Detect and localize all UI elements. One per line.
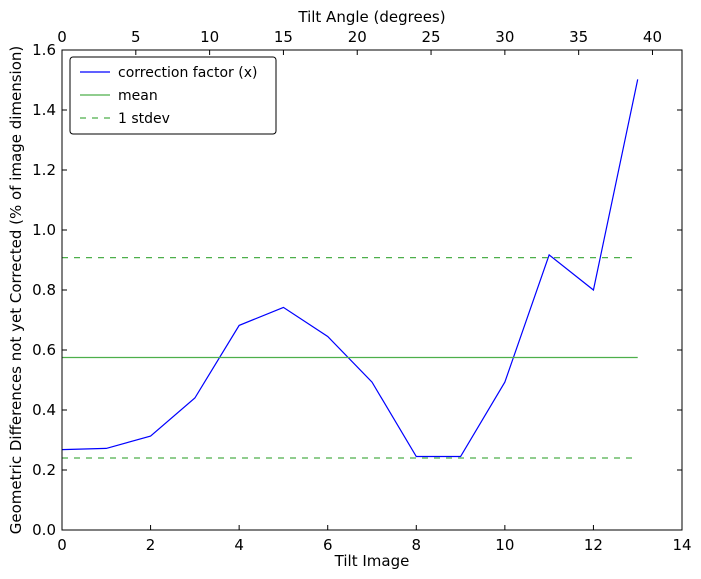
axes-layer: 0 2 4 6 8 10 12 14 0 5 10 15 20 25 30 35 40 0.0 0.2 0.4 0.6 0… [32, 28, 691, 554]
top-x-tick-label: 15 [274, 28, 293, 46]
x-tick-label: 12 [584, 536, 603, 554]
y-tick-label: 0.2 [32, 461, 56, 479]
top-x-tick-label: 30 [495, 28, 514, 46]
series-line-0 [61, 79, 639, 458]
x-tick-label: 4 [234, 536, 244, 554]
top-x-tick-label: 10 [200, 28, 219, 46]
x-tick-label: 8 [412, 536, 422, 554]
top-x-tick-label: 35 [569, 28, 588, 46]
series-layer [61, 79, 639, 459]
x-tick-label: 0 [57, 536, 67, 554]
top-x-axis-title: Tilt Angle (degrees) [297, 8, 445, 26]
legend-label: correction factor (x) [118, 65, 257, 81]
y-tick-label: 0.8 [32, 281, 56, 299]
y-tick-label: 1.6 [32, 41, 56, 59]
top-x-tick-label: 25 [422, 28, 441, 46]
y-tick-label: 0.0 [32, 521, 56, 539]
x-tick-label: 14 [672, 536, 691, 554]
y-axis-title: Geometric Differences not yet Corrected … [7, 46, 25, 535]
y-tick-label: 0.6 [32, 341, 56, 359]
y-tick-label: 0.4 [32, 401, 56, 419]
x-tick-label: 2 [146, 536, 156, 554]
legend-label: mean [118, 88, 158, 104]
legend: correction factor (x) mean 1 stdev [69, 56, 277, 135]
y-tick-label: 1.2 [32, 161, 56, 179]
top-x-tick-label: 5 [131, 28, 141, 46]
top-x-tick-label: 40 [643, 28, 662, 46]
top-x-tick-label: 20 [348, 28, 367, 46]
legend-box [69, 56, 277, 135]
x-tick-label: 10 [495, 536, 514, 554]
x-tick-label: 6 [323, 536, 333, 554]
top-x-tick-label: 0 [57, 28, 67, 46]
y-tick-label: 1.0 [32, 221, 56, 239]
y-tick-label: 1.4 [32, 101, 56, 119]
legend-label: 1 stdev [118, 111, 170, 127]
x-axis-title: Tilt Image [334, 552, 410, 570]
